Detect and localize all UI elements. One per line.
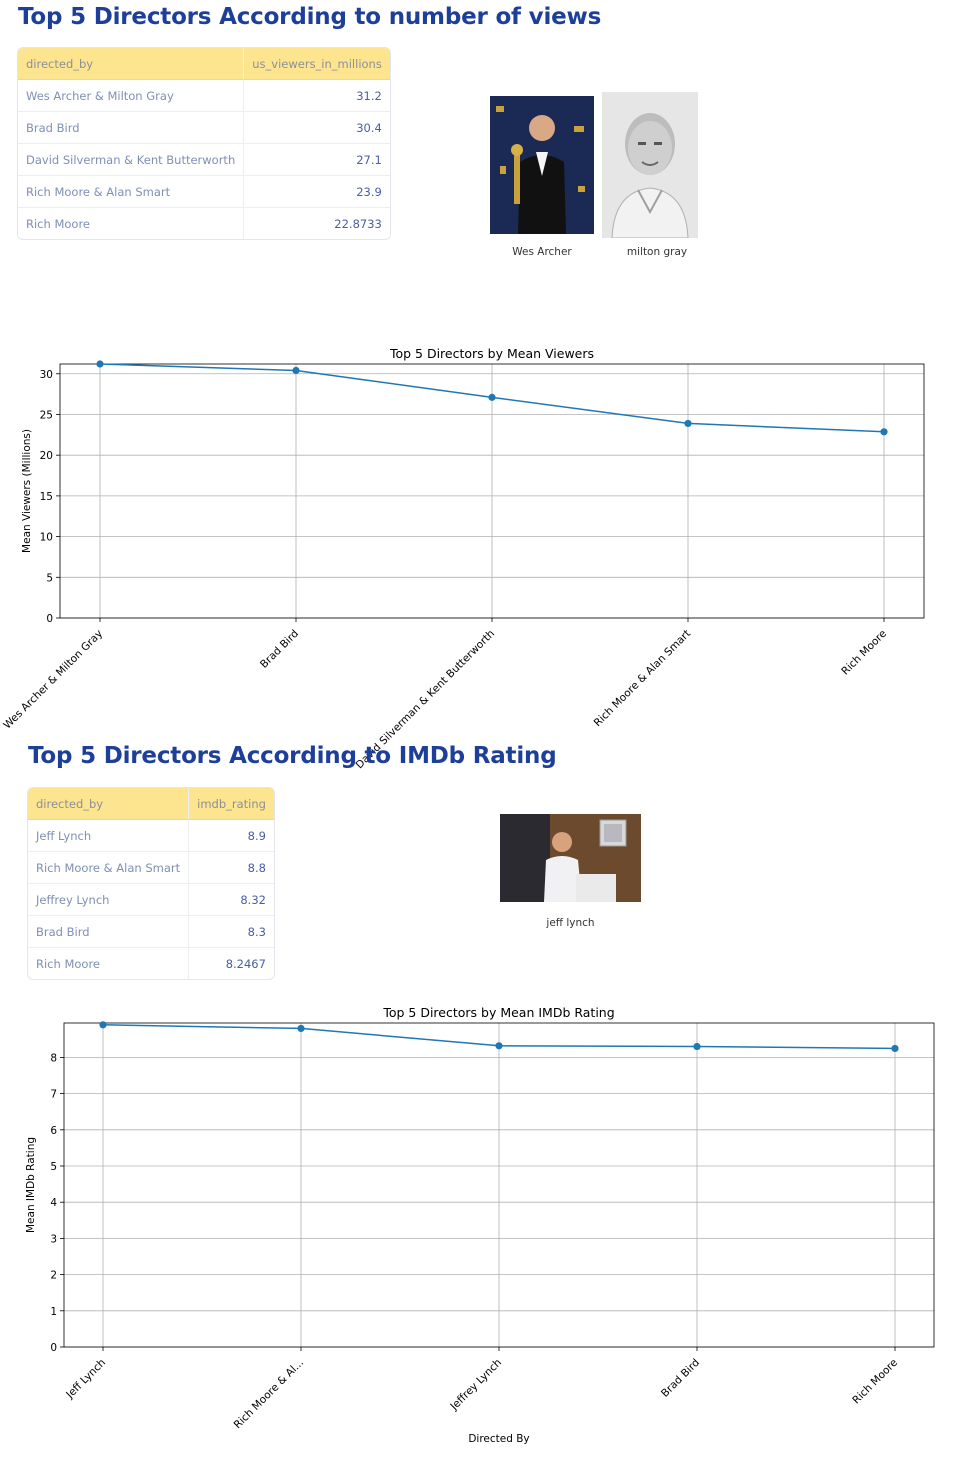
- cell-director: Brad Bird: [28, 916, 189, 948]
- column-header-viewers[interactable]: us_viewers_in_millions: [243, 48, 390, 80]
- person-at-desk-photo: [500, 814, 641, 902]
- x-axis-ticks: Jeff Lynch Rich Moore & Al... Jeffrey Lync…: [63, 1347, 900, 1431]
- data-point: [495, 1042, 503, 1050]
- cell-director: Wes Archer & Milton Gray: [18, 80, 244, 112]
- data-point: [684, 419, 692, 428]
- y-tick-label: 3: [50, 1233, 57, 1245]
- data-points: [96, 360, 888, 436]
- table-row[interactable]: Jeffrey Lynch 8.32: [28, 884, 274, 916]
- cell-director: Rich Moore & Alan Smart: [18, 176, 244, 208]
- y-tick-label: 6: [50, 1125, 57, 1137]
- y-tick-label: 5: [46, 572, 53, 584]
- table-row[interactable]: Rich Moore 22.8733: [18, 208, 390, 239]
- y-axis-label: Mean Viewers (Millions): [21, 429, 33, 553]
- views-table[interactable]: directed_by us_viewers_in_millions Wes A…: [17, 47, 391, 240]
- imdb-table[interactable]: directed_by imdb_rating Jeff Lynch 8.9 Ri…: [27, 787, 275, 980]
- y-tick-label: 30: [40, 369, 53, 381]
- y-tick-label: 15: [40, 491, 53, 503]
- section-title-imdb: Top 5 Directors According to IMDb Rating: [28, 743, 557, 769]
- chart-title: Top 5 Directors by Mean Viewers: [389, 346, 594, 361]
- section-title-views: Top 5 Directors According to number of v…: [18, 4, 602, 30]
- grid: [64, 1023, 934, 1348]
- table-header-row: directed_by us_viewers_in_millions: [18, 48, 390, 80]
- y-axis-label: Mean IMDb Rating: [25, 1137, 37, 1233]
- x-tick-label: Rich Moore: [850, 1357, 900, 1407]
- cell-director: Rich Moore & Alan Smart: [28, 852, 189, 884]
- cell-value: 8.2467: [188, 948, 274, 979]
- x-tick-label: Rich Moore & Alan Smart: [592, 628, 694, 730]
- column-header-imdb-rating[interactable]: imdb_rating: [188, 788, 274, 820]
- photo-caption: Wes Archer: [512, 246, 572, 258]
- cell-director: Rich Moore: [26, 216, 90, 231]
- y-tick-label: 20: [40, 450, 53, 462]
- grid: [60, 364, 924, 619]
- data-point: [891, 1044, 899, 1053]
- table-row[interactable]: Wes Archer & Milton Gray 31.2: [18, 80, 390, 112]
- cell-value: 8.32: [188, 884, 274, 916]
- data-point: [693, 1042, 701, 1051]
- data-point: [99, 1021, 107, 1029]
- data-point: [297, 1024, 305, 1033]
- photo-caption: jeff lynch: [546, 917, 595, 929]
- y-tick-label: 0: [50, 1342, 57, 1354]
- cell-director: David Silverman & Kent Butterworth: [18, 144, 244, 176]
- data-point: [880, 428, 888, 436]
- cell-value: 22.8733: [243, 208, 390, 239]
- photo-caption: milton gray: [626, 246, 688, 258]
- data-points: [99, 1021, 899, 1053]
- cell-director: Brad Bird: [18, 112, 244, 144]
- cell-director: Jeff Lynch: [28, 820, 189, 852]
- data-point: [292, 366, 300, 375]
- person-portrait-photo: [602, 92, 698, 238]
- table-row[interactable]: Jeff Lynch 8.9: [28, 820, 274, 852]
- y-tick-label: 7: [50, 1089, 57, 1101]
- cell-value: 23.9: [243, 176, 390, 208]
- y-axis-ticks: 0 5 10 15 20 25 30: [40, 369, 60, 625]
- person-with-award-photo: [490, 96, 594, 234]
- x-tick-label: Jeffrey Lynch: [447, 1357, 504, 1414]
- x-axis-label: Directed By: [468, 1433, 529, 1445]
- y-tick-label: 2: [50, 1270, 57, 1282]
- table-row[interactable]: Rich Moore & Alan Smart 8.8: [28, 852, 274, 884]
- y-tick-label: 1: [50, 1306, 57, 1318]
- table-header-row: directed_by imdb_rating: [28, 788, 274, 820]
- mean-viewers-chart: 0 5 10 15 20 25 30 Wes Archer & Milton Gray Bra…: [1, 346, 925, 771]
- column-header-directed-by[interactable]: directed_by: [28, 788, 189, 820]
- cell-director: Jeffrey Lynch: [28, 884, 189, 916]
- x-tick-label: Rich Moore: [839, 628, 889, 678]
- cell-value: 27.1: [243, 144, 390, 176]
- x-tick-label: Wes Archer & Milton Gray: [1, 628, 105, 732]
- table-row[interactable]: Rich Moore & Alan Smart 23.9: [18, 176, 390, 208]
- x-tick-label: Brad Bird: [659, 1357, 702, 1400]
- chart-title: Top 5 Directors by Mean IMDb Rating: [382, 1005, 614, 1020]
- cell-value: 8.8: [188, 852, 274, 884]
- cell-value: 8.9: [188, 820, 274, 852]
- x-tick-label: Jeff Lynch: [63, 1357, 108, 1402]
- y-tick-label: 10: [40, 532, 53, 544]
- cell-value: 31.2: [243, 80, 390, 112]
- y-axis-ticks: 0 1 2 3 4 5 6 7 8: [50, 1052, 64, 1354]
- cell-value: 30.4: [243, 112, 390, 144]
- x-tick-label: Brad Bird: [258, 628, 301, 671]
- table-row[interactable]: David Silverman & Kent Butterworth 27.1: [18, 144, 390, 176]
- y-tick-label: 4: [50, 1197, 57, 1209]
- data-point: [96, 360, 104, 368]
- y-tick-label: 25: [40, 409, 53, 421]
- y-tick-label: 0: [46, 613, 53, 625]
- table-row[interactable]: Rich Moore 8.2467: [28, 948, 274, 979]
- cell-value: 8.3: [188, 916, 274, 948]
- x-tick-label: Rich Moore & Al...: [232, 1357, 307, 1432]
- data-point: [488, 393, 496, 401]
- table-row[interactable]: Brad Bird 30.4: [18, 112, 390, 144]
- y-tick-label: 8: [50, 1052, 57, 1064]
- cell-director: Rich Moore: [36, 956, 100, 971]
- table-row[interactable]: Brad Bird 8.3: [28, 916, 274, 948]
- column-header-directed-by[interactable]: directed_by: [18, 48, 244, 80]
- y-tick-label: 5: [50, 1161, 57, 1173]
